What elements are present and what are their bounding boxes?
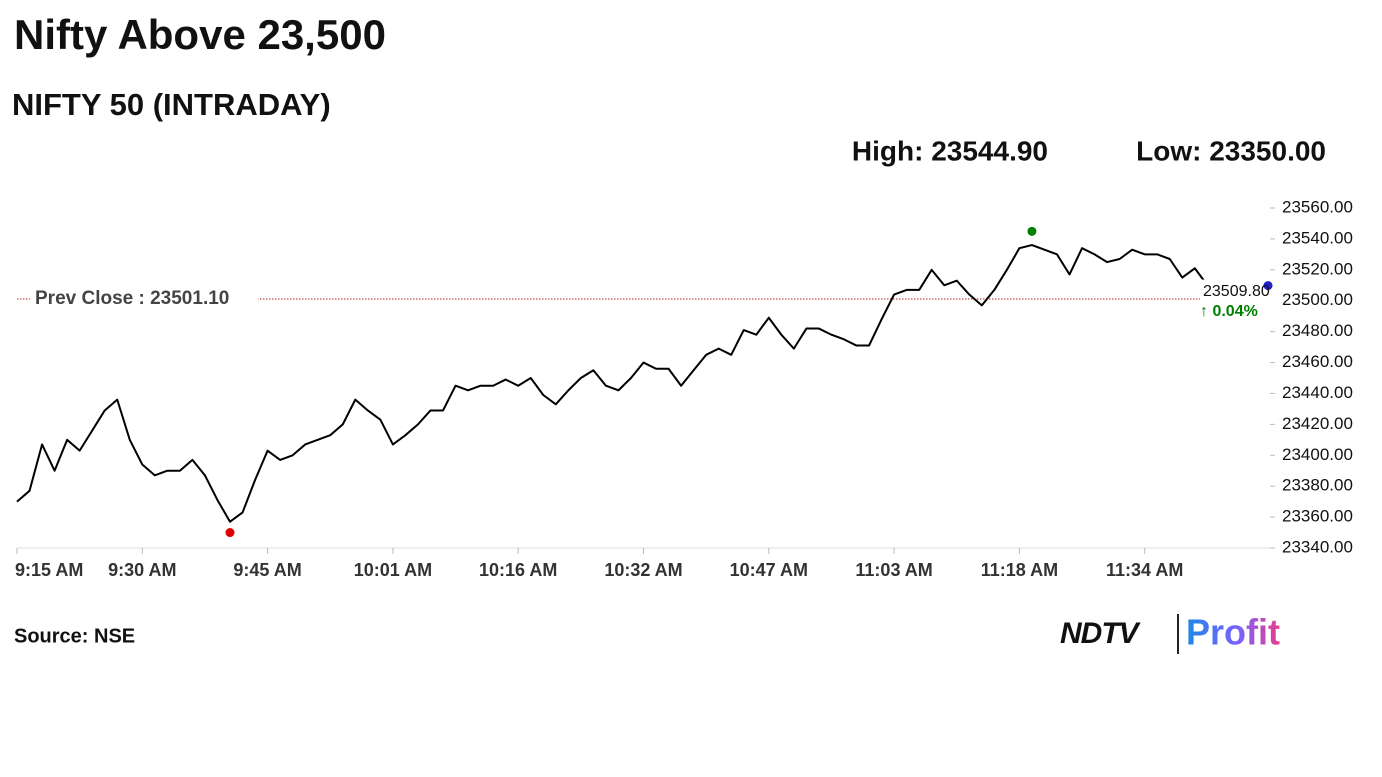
x-tick-label: 9:30 AM xyxy=(108,560,176,580)
y-tick-label: 23480.00 xyxy=(1282,321,1353,340)
change-label: ↑ 0.04% xyxy=(1200,303,1258,320)
x-tick-label: 9:45 AM xyxy=(233,560,301,580)
y-tick-label: 23400.00 xyxy=(1282,445,1353,464)
y-tick-label: 23420.00 xyxy=(1282,414,1353,433)
y-tick-label: 23540.00 xyxy=(1282,228,1353,247)
y-tick-label: 23500.00 xyxy=(1282,290,1353,309)
x-tick-label: 10:47 AM xyxy=(730,560,808,580)
y-tick-label: 23520.00 xyxy=(1282,259,1353,278)
chart-subtitle: NIFTY 50 (INTRADAY) xyxy=(12,87,331,122)
last-marker xyxy=(1263,281,1273,291)
high-label: High: 23544.90 xyxy=(852,135,1048,166)
x-tick-label: 9:15 AM xyxy=(15,560,83,580)
x-tick-label: 10:16 AM xyxy=(479,560,557,580)
y-tick-label: 23560.00 xyxy=(1282,197,1353,216)
y-tick-label: 23340.00 xyxy=(1282,537,1353,556)
x-tick-label: 11:34 AM xyxy=(1106,560,1183,580)
y-tick-label: 23440.00 xyxy=(1282,383,1353,402)
price-line xyxy=(16,244,1271,523)
low-marker xyxy=(225,528,235,538)
prev-close-label: Prev Close : 23501.10 xyxy=(35,288,229,309)
x-tick-label: 10:01 AM xyxy=(354,560,432,580)
high-marker xyxy=(1027,226,1037,236)
source: Source: NSE xyxy=(14,625,135,647)
y-tick-label: 23380.00 xyxy=(1282,476,1353,495)
low-label: Low: 23350.00 xyxy=(1136,135,1326,166)
x-tick-label: 11:03 AM xyxy=(855,560,932,580)
prev-close-bg xyxy=(30,287,258,312)
logo-ndtv: NDTV xyxy=(1060,617,1142,650)
x-tick-label: 11:18 AM xyxy=(981,560,1058,580)
y-tick-label: 23360.00 xyxy=(1282,507,1353,526)
chart-title: Nifty Above 23,500 xyxy=(14,11,386,58)
last-label: 23509.80 xyxy=(1203,283,1270,300)
x-tick-label: 10:32 AM xyxy=(604,560,682,580)
logo-profit: Profit xyxy=(1186,612,1280,653)
y-tick-label: 23460.00 xyxy=(1282,352,1353,371)
